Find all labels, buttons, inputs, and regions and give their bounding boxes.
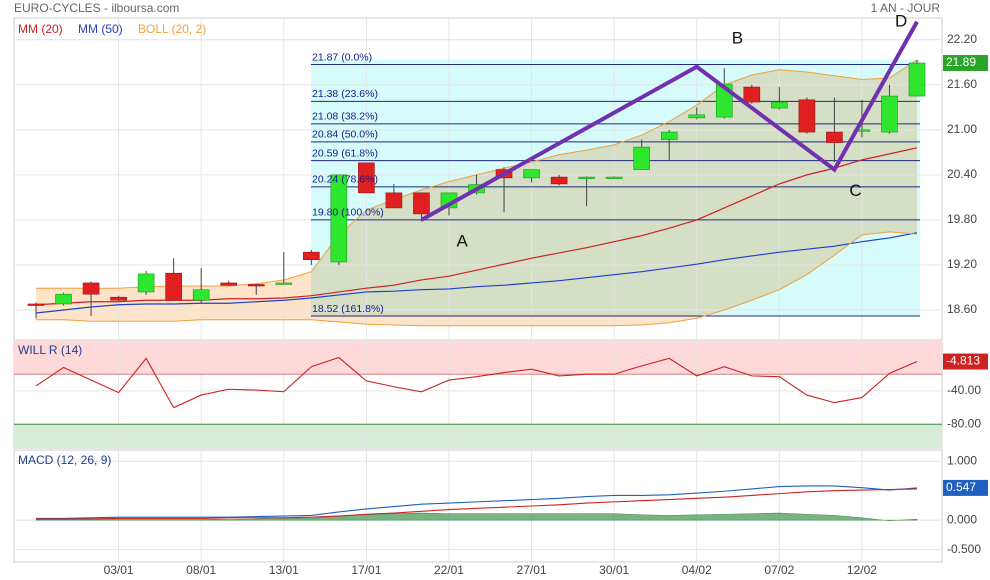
pattern-label: D [895,11,907,30]
y-tick-label: 21.60 [947,77,977,91]
marks-layer [27,60,926,319]
x-tick-label: 30/01 [599,563,629,577]
fib-label: 21.87 (0.0%) [312,51,372,63]
candle-body [743,86,761,103]
candle-body [633,146,650,170]
legend-entry: BOLL (20, 2) [138,22,206,36]
value-badge [943,353,988,370]
x-tick-label: 03/01 [104,563,134,577]
x-tick-label: 27/01 [517,563,547,577]
fib-label: 18.52 (161.8%) [312,303,384,315]
candle-body [523,169,540,179]
y-tick-label: 22.20 [947,32,977,46]
x-tick-label: 13/01 [269,563,299,577]
x-tick-label: 04/02 [682,563,712,577]
candle-body [220,282,238,286]
ma-line [35,232,918,314]
fib-label: 20.24 (78.6%) [312,174,378,186]
candle-body [798,99,816,133]
fib-label: 20.59 (61.8%) [312,147,378,159]
y-tick-label: 19.20 [947,257,977,271]
candle-body [826,131,843,143]
fib-zone [311,59,920,316]
ma-line [35,147,918,306]
period: 1 AN - JOUR [871,1,941,15]
indicator-line [36,485,918,519]
labels-layer: 22.20 21.60 21.00 20.40 19.80 19.20 18.60 -40.0… [18,22,981,577]
histogram-area [35,512,918,522]
y-tick-label: 20.40 [947,167,977,181]
fib-label: 20.84 (50.0%) [312,129,378,141]
y-tick-label: 0.000 [947,512,977,526]
fill-layer [35,512,918,522]
panel-title: MACD (12, 26, 9) [18,453,111,467]
y-tick-label: 21.00 [947,122,977,136]
x-tick-label: 08/01 [186,563,216,577]
fib-label: 19.80 (100.0%) [312,207,384,219]
candle-body [413,192,430,215]
candle-body [165,272,182,301]
panel [13,449,943,563]
candle-body [55,293,72,305]
band-lower [36,231,918,327]
fib-label: 21.08 (38.2%) [312,111,378,123]
candle-body [27,303,45,306]
pattern-label: B [732,28,743,47]
candle-body [660,131,678,140]
y-tick-label: 1.000 [947,453,977,467]
x-tick-label: 12/02 [847,563,877,577]
fib-layer [311,59,920,316]
candle-body [330,174,348,263]
candle-body [358,162,375,194]
y-tick-label: -40.00 [947,383,981,397]
candle-body [385,192,403,209]
legend-entry: MM (20) [18,22,63,36]
fib-label: 21.38 (23.6%) [312,88,378,100]
value-badge [943,479,988,496]
indicator-line [35,356,918,409]
grid-layer [14,18,942,562]
oversold-zone [14,424,942,448]
candle-body [137,273,155,293]
over-layer: EURO-CYCLES - ilboursa.com 1 AN - JOUR WIL… [14,1,988,496]
pattern-label: C [849,181,861,200]
y-tick-label: -0.500 [947,542,981,556]
lines-layer [14,59,942,520]
candle-body [605,176,623,179]
candle-body [275,282,293,285]
candle-body [82,282,100,295]
pattern-line [420,20,919,222]
y-tick-label: 19.80 [947,212,977,226]
chart-title: EURO-CYCLES - ilboursa.com [14,1,179,15]
candle-body [771,101,788,109]
y-tick-label: -80.00 [947,416,981,430]
pattern-label: A [456,231,468,250]
x-tick-label: 07/02 [764,563,794,577]
value-label: 0.547 [946,480,976,494]
panel-title: WILL R (14) [18,343,82,357]
candle-body [550,176,568,185]
y-tick-label: 18.60 [947,302,977,316]
x-tick-label: 22/01 [434,563,464,577]
candle-body [908,62,926,97]
candle-body [110,296,127,301]
candle-body [688,114,706,119]
candle-body [881,95,898,133]
x-tick-label: 17/01 [351,563,381,577]
price-badge [943,55,988,72]
overbought-zone [14,342,942,375]
legend-entry: MM (50) [78,22,123,36]
candle-body [192,289,210,301]
indicator-line [36,488,918,520]
value-label: -4.813 [946,354,980,368]
candle-body [247,284,265,287]
candle-body [303,251,320,260]
price-label: 21.89 [946,55,976,69]
candle-body [578,176,595,179]
